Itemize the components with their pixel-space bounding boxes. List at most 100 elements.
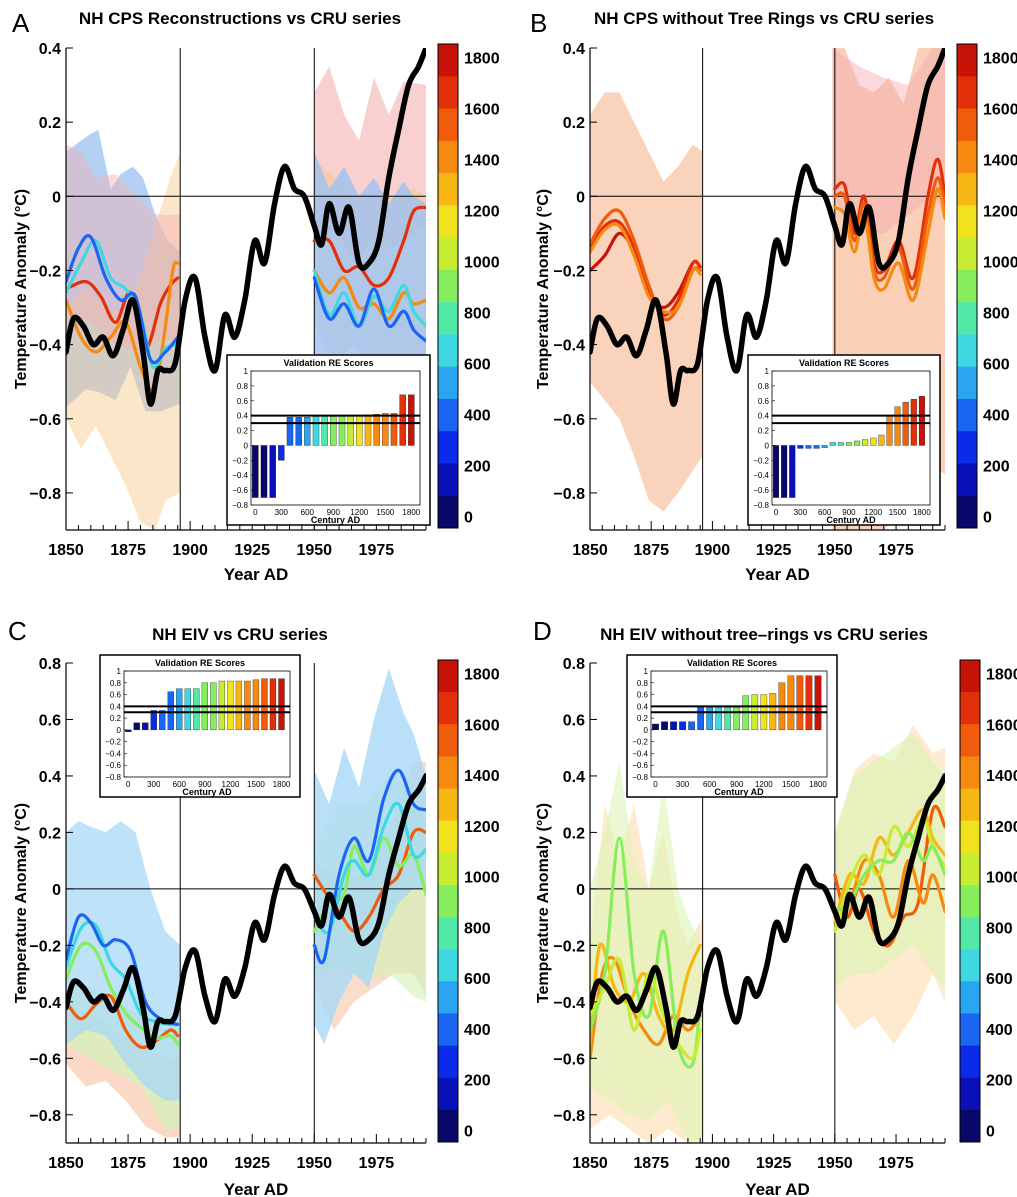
inset-bar: [364, 414, 372, 446]
colorbar-segment: [957, 269, 977, 303]
colorbar-tick-label: 800: [983, 305, 1010, 322]
inset-y-tick-label: 0: [244, 441, 249, 450]
inset-axes: [771, 370, 931, 506]
colorbar-segment: [438, 302, 458, 335]
inset-bar: [312, 416, 320, 446]
y-tick-label: −0.8: [553, 1108, 585, 1125]
colorbar-tick-label: 600: [464, 356, 491, 373]
panel-c-letter: C: [8, 616, 27, 646]
colorbar-tick-label: 800: [464, 920, 491, 937]
panel-b-letter: B: [530, 8, 547, 38]
inset-x-axis-label: Century AD: [182, 787, 232, 797]
inset-bar: [796, 675, 804, 731]
colorbar-segment: [438, 366, 458, 400]
inset-x-tick-label: 1800: [809, 780, 827, 789]
inset-title: Validation RE Scores: [799, 358, 889, 368]
x-tick-label: 1975: [878, 1155, 914, 1172]
colorbar-segment: [960, 724, 980, 757]
y-tick-label: 0.4: [563, 769, 585, 786]
colorbar-segment: [957, 108, 977, 142]
panel-a-group: A 1850 1875 1900 1925 1950 19750.40.20−0.2−0.…: [12, 8, 500, 584]
x-tick-label: 1875: [633, 542, 669, 559]
reconstruction-line: [590, 956, 702, 1061]
inset-bar: [652, 723, 659, 731]
inset-x-tick-label: 300: [147, 780, 161, 789]
x-tick-label: 1875: [633, 1155, 669, 1172]
panel-c-group: C 1850 1875 1900 1925 1950 19750.80.60.40.20−…: [8, 616, 500, 1197]
reconstruction-line: [66, 260, 180, 392]
y-tick-label: 0: [52, 882, 61, 899]
colorbar-segment: [957, 44, 977, 77]
x-tick-label: 1975: [359, 542, 395, 559]
colorbar-segment: [957, 302, 977, 335]
colorbar-segment: [960, 852, 980, 886]
inset-y-tick-label: 0.2: [110, 714, 122, 723]
inset-bar: [286, 417, 294, 446]
colorbar-segment: [438, 917, 458, 950]
inset-bar: [125, 729, 132, 732]
inset-y-tick-label: 0.4: [758, 412, 770, 421]
colorbar-segment: [438, 1077, 458, 1111]
y-tick-label: −0.8: [29, 1108, 61, 1125]
inset-bar: [133, 722, 140, 731]
inset-x-tick-label: 1500: [247, 780, 265, 789]
inset-x-axis-label: Century AD: [311, 515, 361, 525]
inset-bar: [773, 445, 780, 498]
colorbar-frame: [437, 43, 459, 529]
inset-y-tick-label: −0.6: [232, 486, 248, 495]
reconstruction-line: [66, 913, 180, 1026]
inset-x-tick-label: 1200: [350, 508, 368, 517]
colorbar-tick-label: 800: [986, 920, 1013, 937]
panel-d-group: D 1850 1875 1900 1925 1950 19750.80.60.40.20−…: [533, 616, 1017, 1197]
reconstruction-line: [312, 768, 426, 965]
inset-bar: [269, 445, 276, 498]
inset-bar: [184, 688, 191, 731]
reconstruction-line: [66, 993, 180, 1050]
inset-bar: [813, 445, 820, 449]
x-tick-label: 1850: [48, 542, 84, 559]
inset-bar: [347, 415, 354, 446]
inset-axes: [123, 670, 291, 778]
y-tick-label: −0.6: [29, 1051, 61, 1068]
inset-y-tick-label: −0.4: [232, 471, 248, 480]
inset-x-tick-label: 1500: [376, 508, 394, 517]
y-tick-label: −0.2: [553, 263, 585, 280]
colorbar-tick-label: 1200: [464, 819, 500, 836]
colorbar-tick-label: 1800: [986, 667, 1017, 684]
inset-y-tick-label: 1: [117, 667, 122, 676]
y-tick-label: 0.6: [563, 712, 585, 729]
panel-b-group: B 1850 1875 1900 1925 1950 19750.40.20−0.2−0.…: [530, 8, 1017, 584]
inset-title: Validation RE Scores: [687, 658, 777, 668]
inset-y-tick-label: 0: [765, 441, 770, 450]
inset-y-tick-label: −0.8: [632, 773, 648, 782]
inset-y-tick-label: 0.4: [110, 702, 122, 711]
inset-y-tick-label: −0.2: [232, 456, 248, 465]
colorbar-segment: [438, 44, 458, 77]
colorbar-tick-label: 800: [464, 305, 491, 322]
inset-re-scores: Validation RE Scores 1 0.8 0.6 0.4 0.2 0 −0.2 −0…: [99, 654, 301, 798]
inset-bar: [781, 445, 788, 498]
colorbar-tick-label: 400: [464, 1022, 491, 1039]
reconstruction-line: [590, 955, 702, 1060]
inset-bar: [854, 440, 861, 446]
inset-y-tick-label: 0.2: [237, 427, 249, 436]
inset-x-tick-label: 600: [703, 780, 717, 789]
y-tick-label: −0.6: [553, 1051, 585, 1068]
panel-a-letter: A: [12, 8, 30, 38]
chart-title: NH CPS without Tree Rings vs CRU series: [594, 9, 934, 28]
colorbar-segment: [438, 1045, 458, 1079]
colorbar-tick-label: 0: [983, 509, 992, 526]
y-tick-label: 0.8: [563, 656, 585, 673]
inset-y-tick-label: 0.8: [237, 382, 249, 391]
colorbar-frame: [956, 43, 978, 529]
colorbar-tick-label: 1800: [464, 667, 500, 684]
inset-bar: [821, 445, 828, 448]
reconstruction-line: [312, 276, 426, 343]
y-tick-label: −0.8: [29, 486, 61, 503]
inset-x-tick-label: 600: [301, 508, 315, 517]
inset-x-tick-label: 1200: [755, 780, 773, 789]
chart-title: NH CPS Reconstructions vs CRU series: [79, 9, 401, 28]
colorbar-frame: [437, 659, 459, 1143]
inset-bar: [321, 416, 328, 446]
inset-bar: [176, 688, 183, 731]
